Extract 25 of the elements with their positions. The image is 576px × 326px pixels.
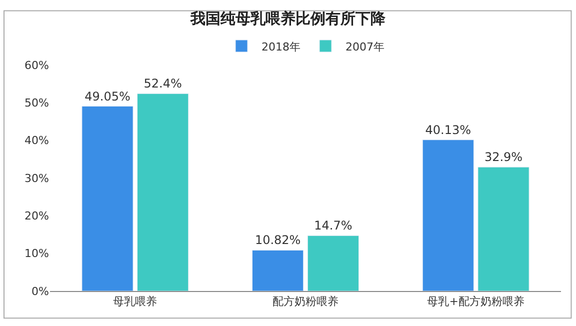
data-label: 32.9% — [484, 150, 523, 164]
chart-title: 我国纯母乳喂养比例有所下降 — [190, 10, 386, 28]
data-label: 14.7% — [314, 218, 352, 233]
data-label: 52.4% — [144, 76, 182, 91]
legend-label: 2018年 — [262, 40, 300, 54]
y-tick-label: 10% — [24, 247, 49, 260]
bar — [307, 235, 359, 291]
bar — [137, 93, 189, 291]
data-label: 10.82% — [254, 233, 301, 248]
y-tick-label: 60% — [24, 58, 49, 72]
x-tick-label: 配方奶粉喂养 — [272, 295, 338, 308]
y-tick-label: 50% — [24, 96, 49, 110]
x-tick-label: 母乳喂养 — [113, 295, 158, 308]
bar — [478, 166, 530, 291]
bar — [82, 106, 134, 291]
legend-label: 2007年 — [346, 40, 384, 54]
data-label: 40.13% — [425, 122, 472, 137]
data-label: 49.05% — [84, 89, 130, 104]
bar — [422, 140, 474, 291]
x-tick-label: 母乳+配方奶粉喂养 — [427, 295, 524, 308]
y-tick-label: 40% — [24, 134, 49, 148]
y-tick-label: 30% — [24, 172, 49, 185]
y-tick-label: 20% — [24, 210, 49, 223]
y-tick-label: 0% — [32, 284, 49, 298]
bar — [252, 250, 304, 291]
